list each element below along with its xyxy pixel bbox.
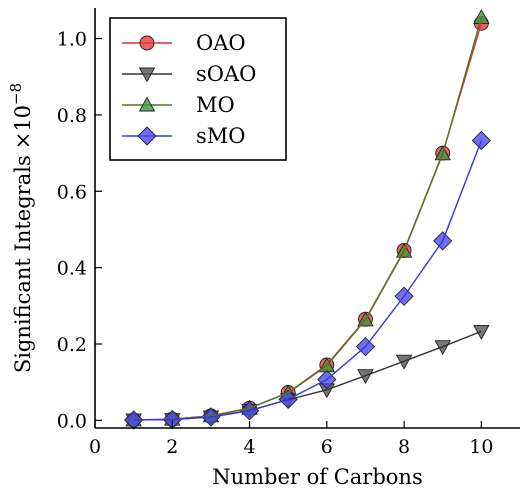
data-point-mo <box>473 9 490 24</box>
x-tick-label: 8 <box>398 436 410 458</box>
y-tick-label: 0.8 <box>57 105 87 127</box>
y-axis-scale: ×10 <box>11 105 35 149</box>
axis-labels: Number of Carbons Significant Integrals ×… <box>7 83 423 489</box>
x-tick-label: 4 <box>243 436 255 458</box>
legend-marker <box>138 67 156 83</box>
data-point-soao <box>395 354 413 370</box>
legend-label: MO <box>196 93 235 117</box>
x-tick-label: 0 <box>89 436 101 458</box>
legend-label: OAO <box>196 31 246 55</box>
series-line-soao <box>133 330 482 421</box>
legend-label: sOAO <box>196 62 256 86</box>
y-tick-label: 0.2 <box>57 334 87 356</box>
y-axis-scale-exponent: −8 <box>7 83 25 105</box>
series-line-smo <box>133 140 483 421</box>
data-point-soao <box>357 369 374 385</box>
x-tick-label: 6 <box>321 436 333 458</box>
legend-marker <box>139 35 155 51</box>
x-axis-label: Number of Carbons <box>212 465 423 489</box>
legend: OAO sOAO MO sMO <box>109 17 287 161</box>
y-axis-label-text: Significant Integrals <box>11 155 35 373</box>
x-tick-label: 2 <box>166 436 178 458</box>
y-tick-label: 0.0 <box>57 410 87 432</box>
legend-marker <box>138 96 156 112</box>
y-tick-label: 0.4 <box>57 258 87 280</box>
series-line-mo <box>133 17 483 421</box>
ticks: 0 2 4 6 8 10 0.0 0.2 0.4 0.6 0.8 1.0 <box>57 29 494 458</box>
series-lines <box>133 17 483 421</box>
y-tick-label: 1.0 <box>57 29 87 51</box>
y-axis-label: Significant Integrals ×10−8 <box>7 83 35 373</box>
y-tick-label: 0.6 <box>57 181 87 203</box>
legend-marker <box>137 126 157 146</box>
axes <box>94 8 520 429</box>
x-tick-label: 10 <box>469 436 493 458</box>
legend-label: sMO <box>196 124 246 148</box>
data-point-soao <box>434 340 451 356</box>
